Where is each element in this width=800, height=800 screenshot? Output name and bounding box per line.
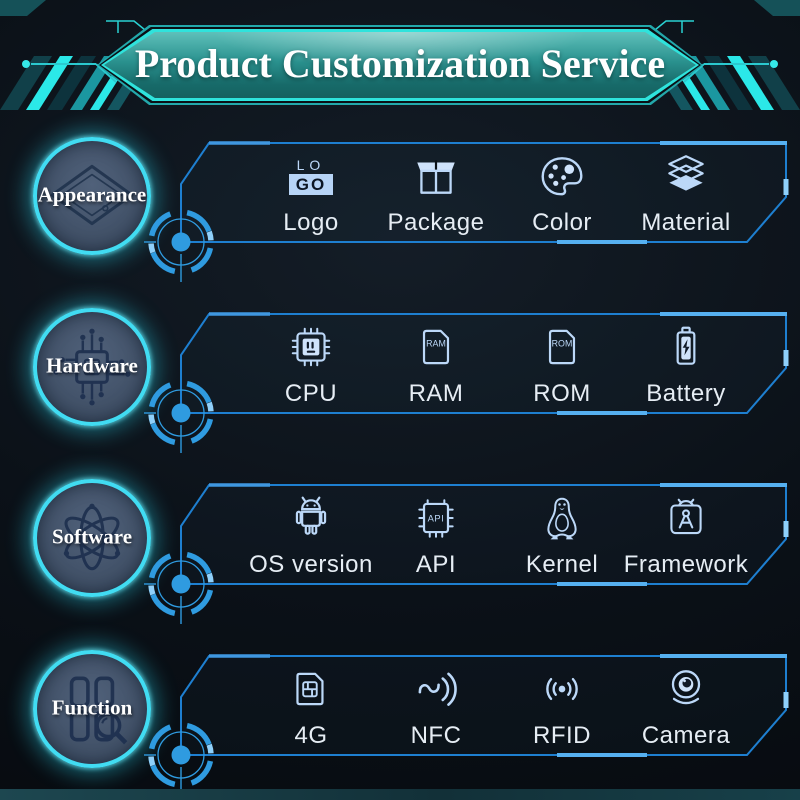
cpu-icon xyxy=(246,320,376,374)
row-appearance: Appearance LO GO Logo Package xyxy=(0,137,800,269)
category-badge-hardware: Hardware xyxy=(33,308,151,426)
category-badge-function: Function xyxy=(33,650,151,768)
svg-text:API: API xyxy=(428,514,445,524)
framework-scroll-icon xyxy=(621,491,751,545)
item-label: 4G xyxy=(294,722,328,749)
item-label: Color xyxy=(532,209,592,236)
battery-icon xyxy=(621,320,751,374)
item-label: CPU xyxy=(284,380,338,407)
chip-circuit-icon xyxy=(53,328,131,406)
category-badge-appearance: Appearance xyxy=(33,137,151,255)
nfc-wave-icon xyxy=(371,662,501,716)
category-badge-software: Software xyxy=(33,479,151,597)
android-robot-icon xyxy=(246,491,376,545)
svg-text:ROM: ROM xyxy=(552,338,573,348)
title-banner: Product Customization Service xyxy=(101,29,699,101)
ram-card-icon: RAM xyxy=(371,320,501,374)
item-framework: Framework xyxy=(621,491,751,603)
layers-icon xyxy=(621,149,751,203)
palette-icon xyxy=(497,149,627,203)
svg-text:RAM: RAM xyxy=(426,338,446,348)
item-label: RFID xyxy=(533,722,591,749)
row-software: Software OS version xyxy=(0,479,800,611)
bottom-accent-strip xyxy=(0,789,800,800)
item-camera: Camera xyxy=(621,662,751,774)
item-material: Material xyxy=(621,149,751,261)
logo-icon: LO GO xyxy=(246,149,376,203)
item-color: Color xyxy=(497,149,627,261)
item-label: ROM xyxy=(533,380,591,407)
item-label: Battery xyxy=(646,380,726,407)
row-function: Function 4G xyxy=(0,650,800,782)
item-logo: LO GO Logo xyxy=(246,149,376,261)
item-label: API xyxy=(415,551,457,578)
item-label: Framework xyxy=(623,551,749,578)
sim-card-icon xyxy=(246,662,376,716)
rom-card-icon: ROM xyxy=(497,320,627,374)
category-label: Software xyxy=(51,524,133,549)
item-package: Package xyxy=(371,149,501,261)
item-rom: ROM ROM xyxy=(497,320,627,432)
item-label: Logo xyxy=(283,209,339,236)
banner-gradient-fill xyxy=(104,32,696,98)
api-chip-icon: API xyxy=(371,491,501,545)
item-label: RAM xyxy=(408,380,464,407)
category-label: Appearance xyxy=(37,182,147,207)
apps-magnifier-icon xyxy=(69,676,128,745)
item-rfid: RFID xyxy=(497,662,627,774)
item-label: Package xyxy=(387,209,485,236)
category-label: Function xyxy=(51,695,133,720)
page-title: Product Customization Service xyxy=(134,41,666,86)
linux-penguin-icon xyxy=(497,491,627,545)
webcam-icon xyxy=(621,662,751,716)
item-4g: 4G xyxy=(246,662,376,774)
package-icon xyxy=(371,149,501,203)
item-label: Camera xyxy=(641,722,731,749)
rfid-signal-icon xyxy=(497,662,627,716)
item-cpu: CPU xyxy=(246,320,376,432)
tablet-icon xyxy=(50,164,134,226)
item-ram: RAM RAM xyxy=(371,320,501,432)
item-label: NFC xyxy=(410,722,462,749)
item-battery: Battery xyxy=(621,320,751,432)
item-nfc: NFC xyxy=(371,662,501,774)
item-api: API API xyxy=(371,491,501,603)
item-kernel: Kernel xyxy=(497,491,627,603)
row-hardware: Hardware xyxy=(0,308,800,440)
item-label: OS version xyxy=(249,551,373,578)
item-label: Material xyxy=(641,209,731,236)
category-label: Hardware xyxy=(46,353,138,378)
item-os-version: OS version xyxy=(246,491,376,603)
item-label: Kernel xyxy=(525,551,599,578)
atom-icon xyxy=(63,503,121,571)
